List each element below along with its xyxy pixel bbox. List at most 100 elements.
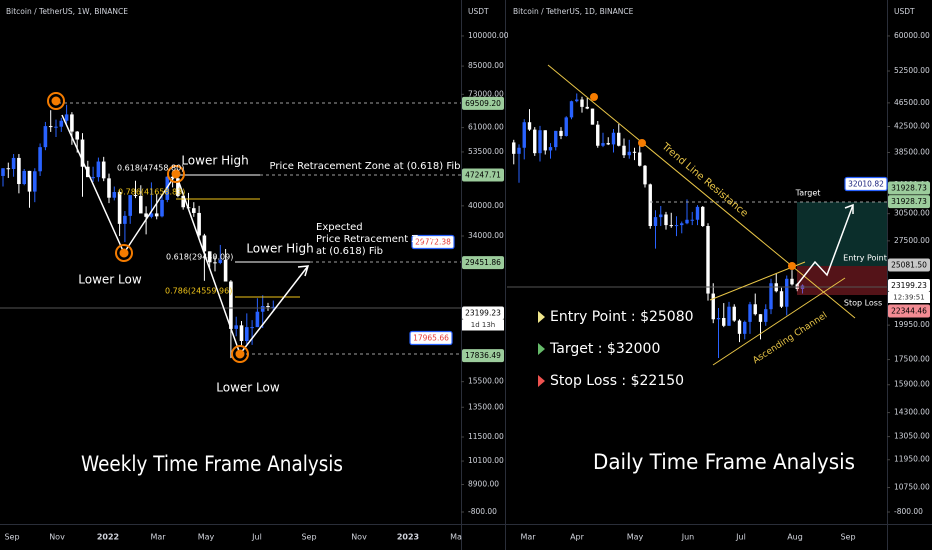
x-tick-label: Jul: [735, 533, 746, 542]
drawings: [0, 64, 887, 387]
price-tag: [462, 349, 504, 363]
annotation: 0.618(47458.80): [117, 164, 184, 173]
x-tick-label: Jul: [251, 533, 262, 542]
price-tag: [888, 304, 930, 318]
y-tick-label: 19950.00: [894, 320, 930, 329]
pivot-ring: [231, 345, 249, 363]
candle-body: [239, 325, 244, 341]
chart-header: Bitcoin / TetherUS, 1W, BINANCE: [6, 7, 128, 16]
candle-body: [123, 215, 127, 224]
candles-layer: [1, 93, 805, 359]
annotation: 0.786(41658.83): [118, 188, 185, 197]
x-tick-label: 2022: [97, 533, 119, 542]
price-tag-label: 17836.49: [465, 351, 501, 360]
candle-body: [606, 143, 610, 145]
candle-body: [685, 219, 689, 224]
x-tick-label: Mar: [520, 533, 536, 542]
candle-body: [748, 304, 752, 322]
y-tick-label: 61000.00: [468, 123, 504, 132]
candle-body: [617, 132, 621, 146]
pivot-dot: [171, 169, 181, 179]
countdown-box: [462, 319, 504, 331]
candle-body: [207, 251, 212, 263]
price-tag: [888, 195, 930, 209]
price-tag-label: 31928.73: [891, 184, 927, 193]
candle-body: [695, 206, 700, 220]
candle-body: [64, 114, 69, 121]
candle-body: [128, 195, 132, 216]
candle-body: [711, 293, 715, 320]
annotation: Price Retracement Zone: [316, 234, 437, 245]
annotation: Lower High: [181, 154, 248, 168]
x-tick-label: Ma: [450, 533, 462, 542]
x-tick-label: Nov: [351, 533, 367, 542]
annotation: Lower Low: [78, 273, 142, 287]
candle-body: [706, 225, 710, 294]
y-tick-label: 73000.00: [468, 89, 504, 98]
candle-body: [6, 168, 11, 170]
candle-body: [17, 157, 21, 185]
candle-body: [160, 199, 164, 217]
pivot-ring: [167, 165, 185, 183]
pivot-markers: [47, 92, 249, 363]
candle-body: [218, 259, 223, 263]
y-tick-label: 27500.00: [894, 236, 930, 245]
annotation: Entry Point: [843, 254, 887, 263]
price-tag-label: 17965.66: [413, 334, 449, 343]
x-tick-label: Apr: [570, 533, 585, 542]
x-tick-label: Aug: [787, 533, 803, 542]
price-tag-label: 47247.71: [465, 170, 501, 179]
candle-body: [764, 309, 768, 322]
annotation: Lower Low: [216, 381, 280, 395]
candle-body: [11, 157, 16, 169]
candle-body: [753, 304, 757, 315]
x-tick-label: Jun: [681, 533, 695, 542]
bullet: [538, 311, 545, 323]
candle-body: [54, 126, 58, 128]
candle-body: [245, 327, 249, 341]
y-tick-label: 60000.00: [894, 31, 930, 40]
candle-body: [202, 235, 207, 252]
price-tag: [462, 168, 504, 182]
candle-body: [22, 170, 26, 185]
candle-body: [192, 208, 196, 213]
countdown: 12:39:51: [893, 294, 924, 302]
candle-body: [197, 212, 201, 236]
annotation: Lower High: [246, 242, 313, 256]
candle-body: [149, 213, 154, 217]
y-tick-label: 34000.00: [468, 231, 504, 240]
candle-body: [548, 147, 553, 151]
candle-body: [722, 317, 726, 326]
y-tick-label: 8900.00: [468, 480, 499, 489]
candle-body: [611, 132, 616, 145]
candle-body: [622, 145, 626, 156]
candle-body: [234, 325, 238, 329]
candle-body: [522, 122, 526, 148]
price-tag-label: 31928.73: [891, 197, 927, 206]
candle-body: [569, 101, 574, 118]
candle-body: [517, 147, 521, 154]
candle-body: [758, 314, 763, 322]
annotation: Stop Loss : $22150: [550, 373, 684, 389]
candle-body: [632, 151, 637, 153]
price-tag: [462, 306, 504, 320]
candle-body: [75, 131, 79, 140]
candle-body: [271, 306, 276, 308]
countdown-box: [888, 292, 930, 304]
candle-body: [176, 178, 180, 196]
candle-body: [266, 306, 270, 308]
candle-body: [564, 117, 568, 136]
x-tick-label: Sep: [301, 533, 316, 542]
price-tag-label: 32010.82: [848, 180, 884, 189]
candle-body: [154, 213, 159, 217]
candle-body: [144, 213, 148, 217]
y-tick-label: 100000.00: [468, 31, 509, 40]
candle-body: [659, 214, 663, 218]
candle-body: [601, 143, 605, 146]
y-tick-label: 85000.00: [468, 61, 504, 70]
candle-body: [596, 124, 600, 146]
candle-body: [533, 129, 537, 154]
x-tick-label: 2023: [397, 533, 419, 542]
candle-body: [653, 217, 658, 226]
